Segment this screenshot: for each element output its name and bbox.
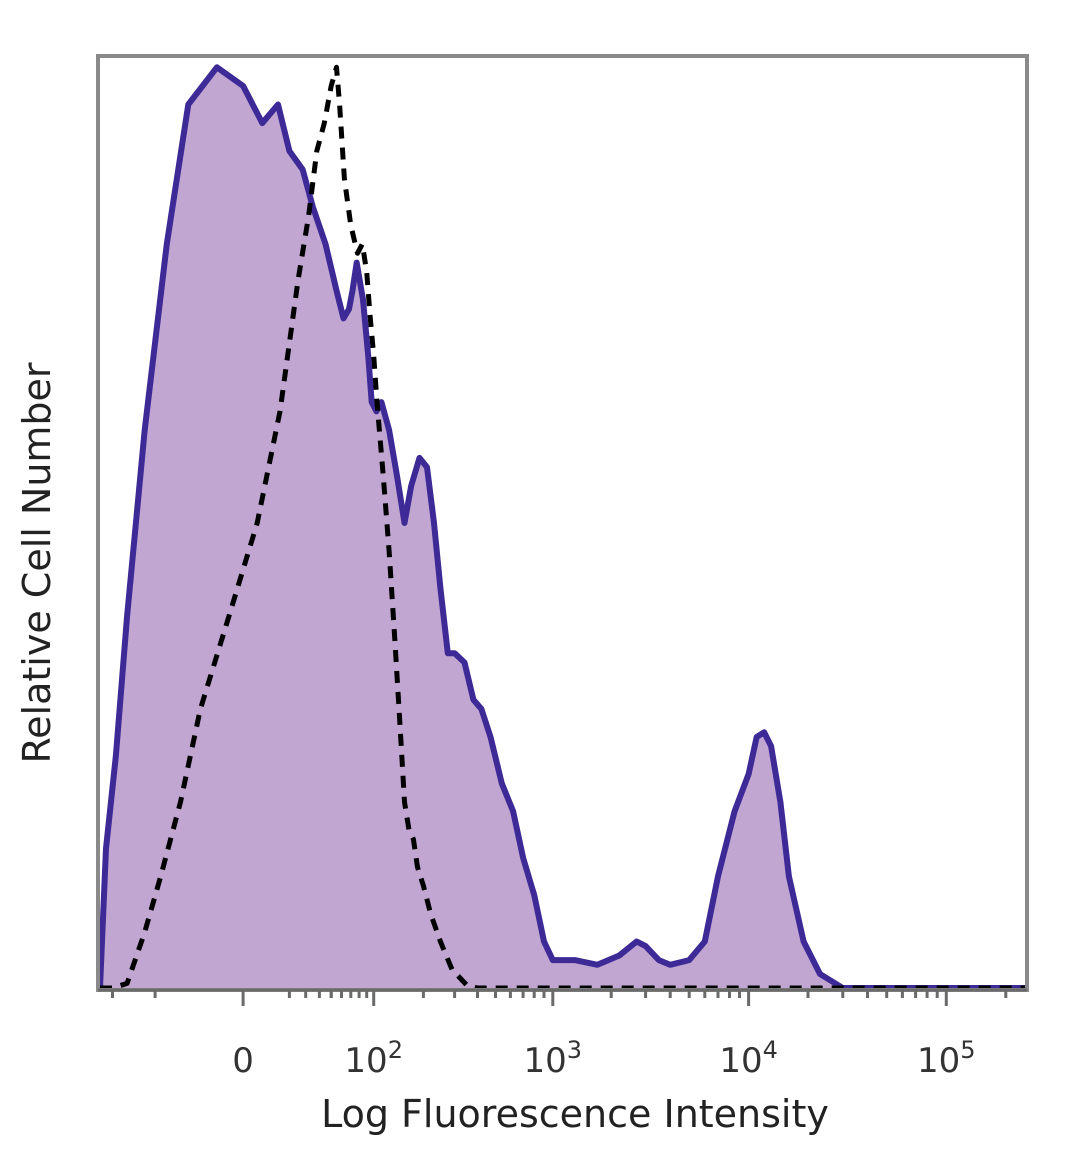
x-tick-label: 103 <box>524 1036 583 1081</box>
series-1-line <box>97 64 1025 991</box>
series-layer <box>97 64 1025 991</box>
x-tick-label: 0 <box>232 1041 254 1081</box>
x-tick-label: 105 <box>917 1036 976 1081</box>
series-1-area <box>100 67 1025 989</box>
x-tick-label: 102 <box>344 1036 403 1081</box>
series-2-line <box>100 64 1025 991</box>
x-tick-layer: 0 102 103 104 105 <box>111 990 1008 1081</box>
x-axis-title: Log Fluorescence Intensity <box>321 1092 829 1136</box>
y-axis-title: Relative Cell Number <box>15 362 59 763</box>
x-tick-label: 104 <box>719 1036 778 1081</box>
